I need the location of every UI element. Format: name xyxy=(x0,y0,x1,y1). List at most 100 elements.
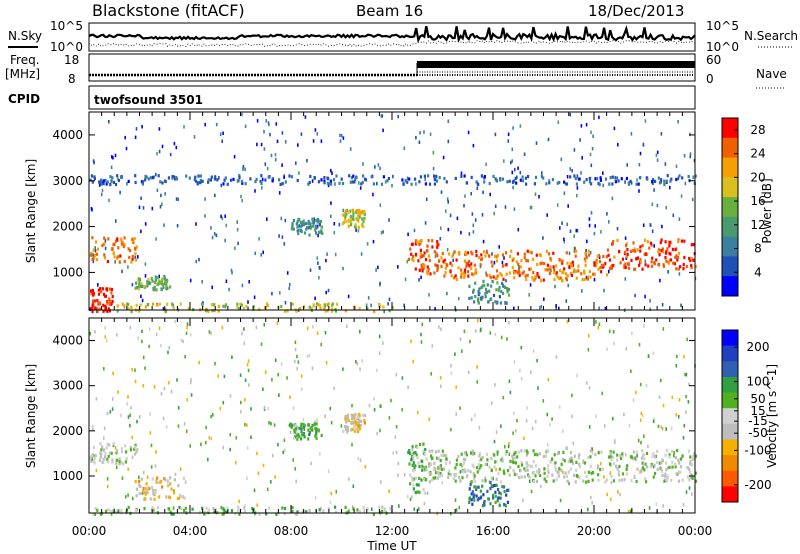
colorbar-swatch xyxy=(722,439,738,456)
range-cell xyxy=(373,408,376,412)
range-cell xyxy=(129,423,131,428)
colorbar-tick-label: 24 xyxy=(750,147,765,161)
range-cell xyxy=(625,347,628,351)
echo-cell xyxy=(611,182,614,186)
range-cell xyxy=(626,163,628,167)
range-cell xyxy=(247,300,249,304)
echo-cell xyxy=(680,239,683,243)
echo-cell xyxy=(565,251,568,255)
range-cell xyxy=(560,157,563,162)
echo-cell xyxy=(570,273,574,277)
echo-cell xyxy=(334,510,338,514)
range-cell xyxy=(382,341,384,345)
echo-cell xyxy=(689,475,692,480)
range-cell xyxy=(550,268,552,273)
echo-cell xyxy=(494,500,497,504)
echo-cell xyxy=(307,423,310,427)
echo-cell xyxy=(120,237,123,241)
echo-cell xyxy=(501,459,504,463)
range-cell xyxy=(132,496,134,501)
range-cell xyxy=(379,203,382,207)
range-cell xyxy=(660,378,662,383)
range-cell xyxy=(148,344,150,349)
echo-cell xyxy=(435,242,438,246)
range-cell xyxy=(185,429,188,434)
echo-cell xyxy=(665,449,668,453)
echo-cell xyxy=(526,249,529,253)
echo-cell xyxy=(355,209,358,213)
range-cell xyxy=(156,188,159,192)
range-cell xyxy=(270,480,272,484)
echo-cell xyxy=(590,471,593,475)
range-cell xyxy=(172,506,175,510)
echo-cell xyxy=(389,507,392,511)
echo-cell xyxy=(486,458,489,462)
echo-cell xyxy=(545,479,548,483)
echo-cell xyxy=(495,276,499,280)
range-cell xyxy=(406,494,409,499)
echo-cell xyxy=(484,476,487,480)
range-cell xyxy=(155,172,157,177)
range-cell xyxy=(309,268,312,272)
echo-cell xyxy=(311,428,314,432)
echo-cell xyxy=(513,456,517,460)
echo-cell xyxy=(496,281,499,285)
echo-cell xyxy=(357,225,360,229)
echo-cell xyxy=(416,445,419,449)
echo-cell xyxy=(442,467,446,471)
echo-cell xyxy=(113,255,116,259)
range-cell xyxy=(365,303,368,307)
echo-cell xyxy=(495,288,498,292)
echo-cell xyxy=(532,480,535,484)
echo-cell xyxy=(668,240,671,244)
echo-cell xyxy=(327,507,330,511)
range-cell xyxy=(598,322,601,326)
range-cell xyxy=(161,144,164,149)
echo-cell xyxy=(604,177,608,181)
echo-cell xyxy=(226,506,229,510)
range-cell xyxy=(418,278,420,282)
echo-cell xyxy=(657,250,660,254)
echo-cell xyxy=(505,301,508,305)
echo-cell xyxy=(599,176,602,180)
echo-cell xyxy=(632,450,635,454)
echo-cell xyxy=(569,175,572,179)
colorbar-swatch xyxy=(722,216,738,238)
echo-cell xyxy=(515,473,518,477)
echo-cell xyxy=(167,176,170,180)
echo-cell xyxy=(678,461,681,465)
range-cell xyxy=(420,275,422,280)
range-cell xyxy=(565,299,568,303)
echo-cell xyxy=(670,478,673,482)
range-cell xyxy=(220,214,222,219)
echo-cell xyxy=(201,302,204,306)
echo-cell xyxy=(308,432,311,437)
range-cell xyxy=(282,450,284,455)
echo-cell xyxy=(411,463,414,467)
echo-cell xyxy=(418,268,421,272)
range-cell xyxy=(494,383,496,387)
echo-cell xyxy=(223,178,226,182)
y-tick-label: 2000 xyxy=(52,424,83,438)
range-cell xyxy=(457,296,460,301)
echo-cell xyxy=(372,182,375,186)
echo-cell xyxy=(99,287,102,291)
range-cell xyxy=(390,398,392,403)
range-cell xyxy=(382,230,384,234)
echo-cell xyxy=(146,486,149,490)
echo-cell xyxy=(514,176,517,180)
range-cell xyxy=(403,146,406,150)
range-cell xyxy=(244,167,246,172)
range-cell xyxy=(342,367,344,371)
range-cell xyxy=(293,359,296,364)
echo-cell xyxy=(571,461,575,465)
range-cell xyxy=(588,386,591,390)
echo-cell xyxy=(234,512,237,516)
range-cell xyxy=(470,417,473,422)
echo-cell xyxy=(575,460,578,464)
echo-cell xyxy=(479,263,482,267)
echo-cell xyxy=(411,445,414,449)
echo-cell xyxy=(440,467,443,471)
echo-cell xyxy=(410,252,413,256)
colorbar-swatch xyxy=(722,330,738,347)
